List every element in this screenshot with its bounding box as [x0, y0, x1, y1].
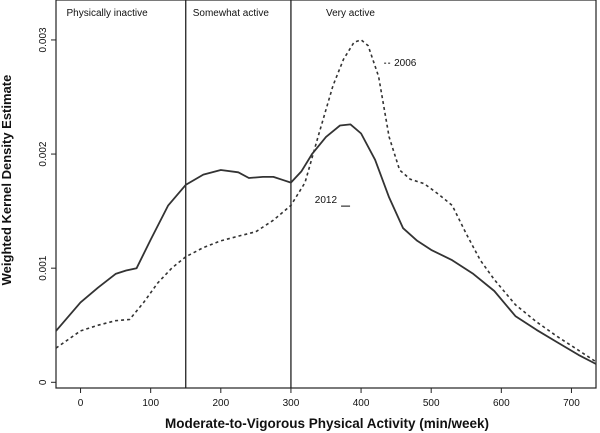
region-label: Physically inactive [67, 8, 149, 19]
x-axis-title: Moderate-to-Vigorous Physical Activity (… [165, 416, 489, 431]
y-axis: 0 0.001 0.002 0.003 [38, 27, 56, 385]
x-tick-label: 100 [142, 398, 159, 409]
series-line-2012 [55, 123, 597, 365]
series-label-2012: 2012 [315, 195, 338, 206]
y-tick-label: 0 [38, 379, 49, 385]
x-tick-label: 200 [212, 398, 229, 409]
series-label-2006: 2006 [394, 58, 417, 69]
x-tick-label: 500 [423, 398, 440, 409]
plot-area [55, 0, 597, 389]
region-label: Very active [326, 8, 375, 19]
series-line-2006 [55, 39, 597, 363]
x-tick-label: 700 [563, 398, 580, 409]
region-label: Somewhat active [193, 8, 270, 19]
x-axis: 0 100 200 300 400 500 600 700 [78, 388, 580, 409]
y-tick-label: 0.001 [38, 255, 49, 280]
annotations: Physically inactive Somewhat active Very a… [67, 8, 417, 207]
x-tick-label: 400 [353, 398, 370, 409]
y-tick-label: 0.003 [38, 27, 49, 52]
y-tick-label: 0.002 [38, 141, 49, 166]
x-tick-label: 600 [493, 398, 510, 409]
y-axis-title: Weighted Kernel Density Estimate [0, 75, 14, 286]
x-tick-label: 300 [283, 398, 300, 409]
plot-frame [55, 0, 597, 389]
x-tick-label: 0 [78, 398, 84, 409]
